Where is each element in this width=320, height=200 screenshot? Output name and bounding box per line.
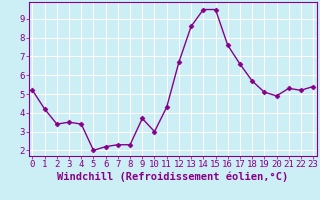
X-axis label: Windchill (Refroidissement éolien,°C): Windchill (Refroidissement éolien,°C) [57,172,288,182]
